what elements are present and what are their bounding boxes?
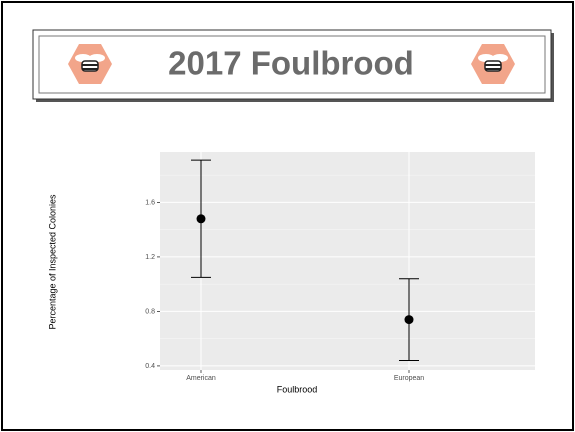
y-tick-label: 1.2 — [145, 254, 155, 261]
y-tick-label: 1.6 — [145, 199, 155, 206]
y-axis-label: Percentage of Inspected Colonies — [47, 194, 57, 330]
header-inner-border — [38, 35, 546, 94]
point — [404, 315, 414, 325]
point — [196, 214, 206, 224]
y-tick-label: 0.4 — [145, 363, 155, 370]
bee-icon-left — [68, 44, 112, 84]
header-box — [32, 29, 552, 100]
x-tick-label: American — [186, 375, 216, 382]
bee-icon-right — [471, 44, 515, 84]
y-tick-label: 0.8 — [145, 308, 155, 315]
plot-panel — [160, 152, 535, 370]
x-axis-label: Foulbrood — [277, 384, 318, 394]
header-title: 2017 Foulbrood — [168, 45, 414, 82]
x-tick-label: European — [394, 375, 424, 382]
